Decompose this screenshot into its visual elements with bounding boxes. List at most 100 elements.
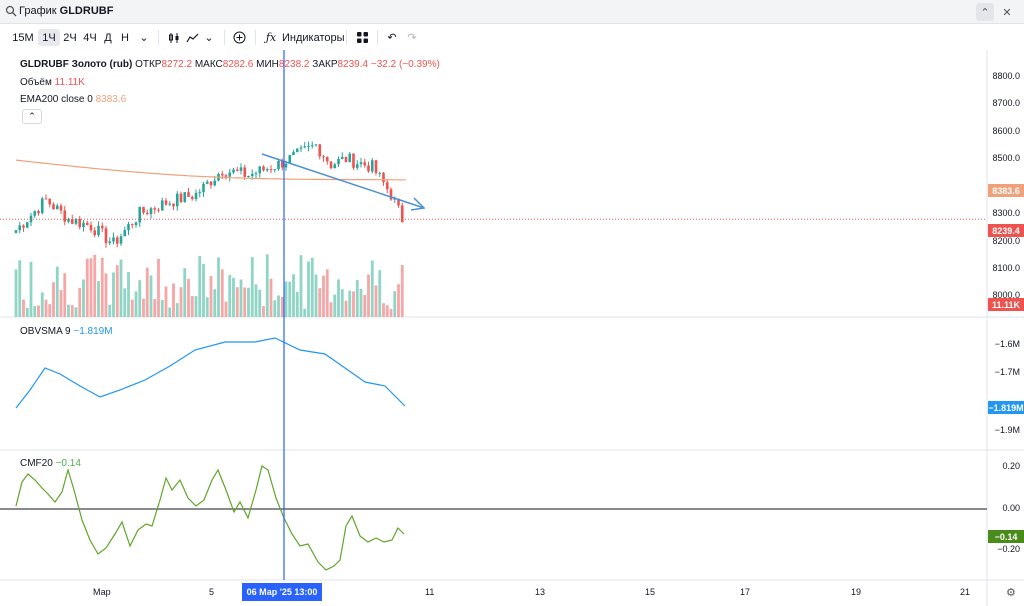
price-chart[interactable] bbox=[0, 50, 1024, 606]
volume-bar bbox=[172, 283, 175, 317]
volume-bar bbox=[400, 264, 404, 317]
timeframe-week[interactable]: Н bbox=[121, 31, 129, 44]
close-icon[interactable]: ✕ bbox=[1002, 6, 1012, 19]
candle-body bbox=[100, 225, 104, 229]
candle-body bbox=[160, 200, 164, 211]
volume-bar bbox=[37, 305, 40, 317]
indicators-button[interactable]: Индикаторы bbox=[282, 32, 345, 44]
volume-bar bbox=[382, 303, 385, 317]
timeframe-day[interactable]: Д bbox=[104, 31, 112, 44]
collapse-legend-button[interactable]: ⌃ bbox=[22, 109, 42, 124]
volume-bar bbox=[52, 282, 55, 317]
volume-bar bbox=[213, 289, 217, 317]
time-label: 11 bbox=[425, 587, 435, 597]
candle-body bbox=[183, 192, 187, 203]
candle-body bbox=[153, 208, 157, 210]
trend-line bbox=[261, 153, 425, 209]
obv-label: −1.6M bbox=[994, 339, 1020, 349]
volume-bar bbox=[18, 260, 22, 317]
candle-body bbox=[187, 192, 190, 197]
candle-body bbox=[63, 210, 67, 222]
candle-body bbox=[333, 164, 337, 169]
chevron-down-icon[interactable]: ⌄ bbox=[204, 32, 214, 44]
volume-bar bbox=[393, 291, 397, 317]
volume-bar bbox=[340, 289, 344, 317]
volume-bar bbox=[397, 284, 400, 317]
toolbar-divider bbox=[224, 30, 225, 45]
volume-bar bbox=[70, 305, 74, 317]
volume-bar bbox=[217, 257, 220, 317]
chevron-up-icon[interactable]: ⌃ bbox=[976, 3, 994, 21]
candle-body bbox=[168, 203, 172, 205]
candle-body bbox=[220, 173, 224, 176]
candle-body bbox=[119, 236, 123, 244]
volume-bar bbox=[164, 286, 168, 317]
volume-bar bbox=[325, 269, 329, 317]
gear-icon[interactable]: ⚙ bbox=[1006, 587, 1016, 599]
timeframe-4h[interactable]: 4Ч bbox=[83, 31, 97, 44]
volume-bar bbox=[104, 273, 108, 317]
candle-body bbox=[157, 209, 160, 211]
volume-bar bbox=[205, 297, 209, 317]
volume-bar bbox=[239, 279, 243, 317]
volume-bar bbox=[224, 301, 228, 317]
volume-bar bbox=[288, 281, 292, 317]
candle-body bbox=[33, 211, 37, 216]
redo-icon[interactable]: ↷ bbox=[407, 32, 417, 44]
templates-icon[interactable] bbox=[354, 29, 370, 46]
volume-bar bbox=[262, 306, 265, 317]
candle-body bbox=[209, 181, 213, 186]
obv-label: −1.9M bbox=[994, 425, 1020, 435]
volume-bar bbox=[228, 274, 232, 317]
volume-bar bbox=[303, 308, 307, 317]
add-compare-icon[interactable] bbox=[231, 29, 247, 46]
volume-bar bbox=[310, 257, 314, 317]
candle-body bbox=[288, 155, 292, 164]
volume-bar bbox=[277, 295, 280, 317]
obv-badge: −1.819M bbox=[988, 401, 1024, 414]
volume-bar bbox=[157, 258, 160, 317]
volume-bar bbox=[292, 274, 295, 317]
toolbar-divider bbox=[377, 30, 378, 45]
volume-legend: Объём 11.11K bbox=[20, 77, 85, 88]
crosshair-time-badge: 06 Мар '25 13:00 bbox=[242, 583, 322, 601]
fx-icon[interactable]: ƒx bbox=[265, 31, 277, 44]
candle-body bbox=[303, 146, 307, 148]
candle-body bbox=[295, 148, 299, 153]
timeframe-15m[interactable]: 15M bbox=[12, 31, 34, 44]
volume-bar bbox=[322, 275, 325, 317]
chevron-down-icon[interactable]: ⌄ bbox=[139, 32, 149, 44]
chart-area[interactable]: GLDRUBF Золото (rub) ОТКР8272.2 МАКС8282… bbox=[0, 50, 1024, 606]
cmf-label: 0.20 bbox=[1002, 461, 1020, 471]
candle-body bbox=[164, 200, 168, 205]
volume-bar bbox=[374, 285, 378, 317]
candle-body bbox=[172, 203, 175, 207]
symbol-legend: GLDRUBF Золото (rub) ОТКР8272.2 МАКС8282… bbox=[20, 59, 440, 70]
volume-bar bbox=[48, 304, 52, 317]
candle-body bbox=[250, 173, 254, 177]
volume-bar bbox=[247, 287, 250, 317]
volume-bar bbox=[59, 290, 63, 317]
volume-bar bbox=[130, 299, 134, 317]
volume-bar bbox=[67, 304, 70, 317]
timeframe-2h[interactable]: 2Ч bbox=[63, 31, 77, 44]
search-icon[interactable] bbox=[5, 5, 17, 17]
volume-bar bbox=[55, 266, 59, 317]
volume-bar bbox=[93, 254, 97, 317]
candle-body bbox=[374, 160, 378, 174]
toolbar-divider bbox=[255, 30, 256, 45]
candle-body bbox=[355, 164, 359, 168]
volume-bar bbox=[370, 260, 374, 317]
toolbar-divider bbox=[158, 30, 159, 45]
volume-bar bbox=[123, 288, 127, 317]
volume-bar bbox=[115, 265, 119, 317]
volume-bar bbox=[89, 258, 93, 317]
obv-line bbox=[15, 337, 406, 409]
candle-body bbox=[25, 222, 29, 228]
volume-bar bbox=[138, 280, 142, 317]
candles-icon[interactable] bbox=[166, 29, 182, 46]
line-chart-icon[interactable] bbox=[184, 29, 200, 46]
timeframe-1h[interactable]: 1Ч bbox=[38, 29, 60, 46]
candle-body bbox=[18, 225, 22, 231]
undo-icon[interactable]: ↶ bbox=[387, 32, 397, 44]
